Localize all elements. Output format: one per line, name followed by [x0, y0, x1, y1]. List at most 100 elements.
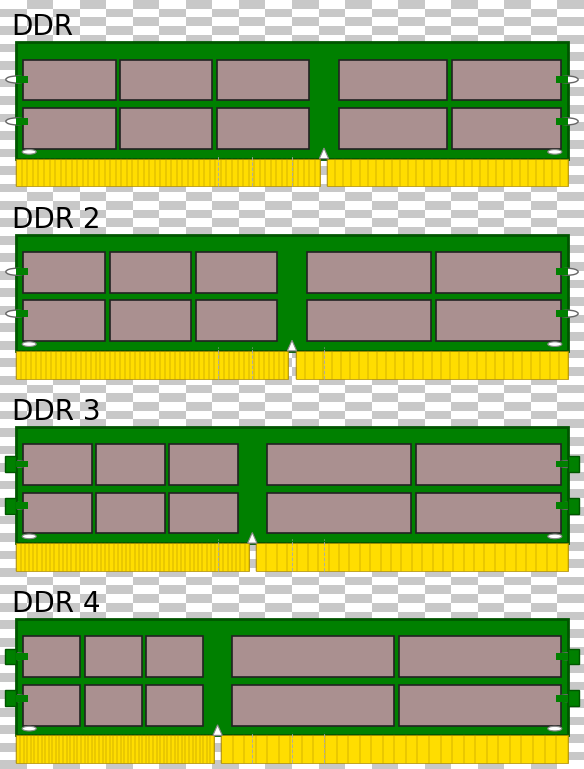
Bar: [451, 367, 478, 376]
Bar: [53, 734, 79, 743]
Bar: [478, 78, 505, 88]
Bar: [531, 52, 558, 62]
Bar: [556, 118, 568, 125]
Bar: [53, 603, 79, 611]
Bar: [505, 8, 531, 18]
Bar: [79, 88, 106, 96]
Bar: [345, 411, 371, 419]
Bar: [505, 288, 531, 297]
Bar: [159, 515, 186, 524]
Bar: [159, 611, 186, 621]
Bar: [0, 629, 26, 638]
Bar: [371, 245, 398, 254]
Bar: [398, 428, 425, 437]
Bar: [26, 280, 53, 288]
Bar: [558, 8, 584, 18]
Bar: [53, 463, 79, 472]
Bar: [558, 341, 584, 350]
Bar: [26, 533, 53, 542]
Bar: [371, 673, 398, 681]
Bar: [239, 271, 266, 280]
Bar: [398, 454, 425, 463]
Bar: [26, 376, 53, 384]
Bar: [0, 621, 26, 629]
Bar: [345, 227, 371, 236]
Bar: [425, 227, 451, 236]
Bar: [239, 454, 266, 463]
Bar: [239, 551, 266, 559]
Bar: [266, 367, 292, 376]
Bar: [53, 707, 79, 717]
Bar: [531, 158, 558, 166]
Bar: [79, 621, 106, 629]
Bar: [371, 70, 398, 78]
Bar: [558, 148, 584, 158]
Bar: [266, 315, 292, 323]
Bar: [451, 472, 478, 481]
Bar: [79, 463, 106, 472]
Bar: [292, 551, 318, 559]
Bar: [213, 611, 239, 621]
Bar: [558, 201, 584, 210]
Bar: [159, 0, 186, 8]
Bar: [133, 638, 159, 647]
Bar: [425, 280, 451, 288]
Bar: [398, 437, 425, 446]
Bar: [318, 350, 345, 358]
Bar: [239, 52, 266, 62]
Bar: [505, 367, 531, 376]
Bar: [23, 444, 92, 485]
Bar: [133, 306, 159, 315]
Bar: [531, 315, 558, 323]
Bar: [213, 280, 239, 288]
Bar: [558, 559, 584, 568]
Bar: [292, 594, 318, 603]
Bar: [213, 481, 239, 489]
Bar: [425, 18, 451, 26]
Bar: [26, 673, 53, 681]
Bar: [451, 691, 478, 699]
Bar: [451, 647, 478, 655]
Bar: [266, 664, 292, 673]
Bar: [26, 611, 53, 621]
Bar: [318, 725, 345, 734]
Bar: [318, 577, 345, 585]
Bar: [371, 323, 398, 332]
Bar: [133, 8, 159, 18]
Bar: [478, 498, 505, 507]
Bar: [345, 184, 371, 192]
Bar: [266, 647, 292, 655]
Bar: [371, 629, 398, 638]
Bar: [451, 533, 478, 542]
Bar: [398, 707, 425, 717]
Bar: [213, 62, 239, 70]
Bar: [558, 761, 584, 769]
Bar: [318, 158, 345, 166]
Bar: [133, 402, 159, 411]
Bar: [53, 297, 79, 306]
Bar: [371, 533, 398, 542]
Bar: [106, 367, 133, 376]
Bar: [505, 70, 531, 78]
Bar: [425, 402, 451, 411]
Bar: [558, 184, 584, 192]
Bar: [505, 419, 531, 428]
Bar: [266, 577, 292, 585]
Bar: [26, 70, 53, 78]
Bar: [0, 481, 26, 489]
Bar: [345, 105, 371, 114]
Bar: [213, 262, 239, 271]
Bar: [451, 743, 478, 751]
Bar: [213, 761, 239, 769]
Bar: [505, 236, 531, 245]
Bar: [239, 306, 266, 315]
Bar: [79, 751, 106, 761]
Bar: [478, 533, 505, 542]
Bar: [0, 402, 26, 411]
Bar: [318, 419, 345, 428]
Bar: [478, 158, 505, 166]
Bar: [239, 472, 266, 481]
Bar: [159, 411, 186, 419]
Bar: [106, 603, 133, 611]
Bar: [478, 734, 505, 743]
